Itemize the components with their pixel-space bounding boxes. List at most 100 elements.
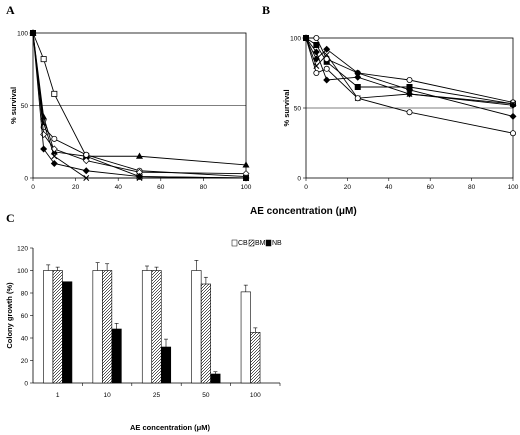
panel-a-x-tick-label: 80	[200, 184, 208, 191]
panel-c-y-tick-label: 60	[21, 313, 29, 320]
panel-c-bar-cb	[141, 270, 153, 384]
panel-c-legend-swatch-nb	[265, 239, 272, 247]
panel-a-series-1-line	[32, 32, 247, 166]
panel-b-y-tick-label: 50	[294, 105, 302, 112]
panel-b-series-5-point	[509, 101, 517, 109]
panel-b-series-5-point	[354, 73, 362, 81]
panel-b-series-4-point	[313, 70, 320, 77]
panel-c-bar-nb	[62, 281, 73, 384]
panel-c-y-tick-label: 0	[24, 380, 28, 387]
panel-b-series-5-point	[312, 48, 320, 56]
panel-c-bar-nb	[111, 328, 122, 384]
panel-a-series-2-point	[51, 135, 58, 142]
panel-a-y-tick-label: 50	[21, 103, 29, 110]
panel-c-bar-bm	[250, 332, 261, 384]
panel-b-series-0-point	[354, 84, 361, 91]
panel-c-y-tick-label: 20	[21, 358, 29, 365]
panel-a-series-0-point	[51, 90, 58, 97]
panel-b-series-5-point	[323, 76, 331, 84]
panel-c-y-tick-label: 100	[17, 268, 28, 275]
panel-c-legend-swatch-bm	[248, 239, 255, 247]
panel-label-b: B	[262, 3, 270, 17]
panel-b-y-tick-label: 100	[290, 35, 301, 42]
panel-a-x-tick-label: 0	[31, 184, 35, 191]
panel-b-x-tick-label: 40	[385, 184, 393, 191]
panel-b-y-tick-label: 0	[297, 175, 301, 182]
panel-b-y-axis-label: % survival	[282, 89, 291, 126]
panel-c-bar-cb	[240, 291, 251, 384]
panel-a-x-tick-label: 40	[115, 184, 123, 191]
panel-c-bar-bm	[200, 283, 211, 384]
panel-c-legend-swatch-cb	[231, 239, 238, 247]
panel-a-series-5-line	[32, 32, 247, 179]
panel-c-y-tick-label: 120	[17, 245, 28, 252]
panel-b-x-tick-label: 0	[304, 184, 308, 191]
panel-b-x-tick-label: 60	[427, 184, 435, 191]
panel-c-x-tick-label: 10	[103, 392, 111, 399]
panel-c-x-tick-label: 1	[56, 392, 60, 399]
panel-b-series-1-point	[313, 35, 320, 42]
panel-b-series-0-point	[313, 42, 320, 49]
panel-a-series-5-point	[50, 160, 58, 167]
panel-c-y-tick-label: 80	[21, 290, 29, 297]
panel-a-series-5-point	[40, 145, 48, 153]
panel-c-x-axis-label: AE concentration (μM)	[130, 423, 211, 432]
panel-c-bar-bm	[151, 270, 162, 384]
panel-c-bar-nb	[160, 346, 172, 384]
panel-a-x-tick-label: 20	[72, 184, 80, 191]
marker-stroke	[323, 51, 330, 58]
panel-c-bar-nb	[210, 373, 221, 384]
panel-a-y-tick-label: 0	[24, 175, 28, 182]
panel-c-x-tick-label: 100	[250, 392, 261, 399]
panel-b-series-1-point	[406, 77, 413, 84]
panel-b-series-2-point	[509, 112, 517, 120]
panel-b-x-tick-label: 80	[468, 184, 476, 191]
panel-b-chart: 0 20 40 60 80 100 0 50 100 % survival	[282, 34, 519, 191]
panel-b-series-2-point	[323, 45, 331, 53]
panel-b-series-4-point	[323, 65, 330, 72]
panel-b-series-5-line	[305, 37, 514, 106]
panel-label-a: A	[6, 3, 15, 17]
panel-c-bar-cb	[191, 270, 202, 384]
marker-stroke	[51, 153, 58, 160]
panel-c-x-tick-label: 25	[153, 392, 161, 399]
panel-label-c: C	[6, 211, 15, 225]
panel-c-bar-bm	[102, 270, 113, 384]
panel-a-series-5-point	[82, 167, 90, 175]
panel-b-x-tick-label: 20	[344, 184, 352, 191]
panel-b-series-4-line	[305, 37, 514, 134]
marker-stroke	[83, 175, 90, 181]
panel-b-series-5-point	[406, 90, 413, 98]
panel-b-series-4-point	[406, 109, 413, 116]
panel-a-series-5-point	[29, 29, 37, 37]
panel-c-y-tick-label: 40	[21, 335, 29, 342]
panel-c-legend-label-cb: CB	[238, 240, 248, 247]
panel-b-series-2-line	[305, 37, 514, 117]
panel-b-x-tick-label: 100	[508, 184, 519, 191]
panel-a-series-4-point	[40, 119, 47, 126]
panel-b-series-5-point	[302, 34, 310, 42]
panel-a-series-4-point	[51, 153, 58, 160]
panel-c-bar-cb	[92, 270, 103, 384]
panel-b-series-4-point	[509, 130, 516, 137]
panel-b-series-3-point	[323, 51, 330, 58]
panel-a-series-4-point	[83, 175, 90, 181]
panel-a-x-tick-label: 60	[157, 184, 165, 191]
panel-a-series-1-point	[242, 161, 250, 168]
panel-c-legend-label-nb: NB	[272, 240, 282, 247]
panel-b-series-4-point	[354, 95, 361, 102]
marker-stroke	[40, 119, 47, 126]
panel-a-series-2-point	[83, 151, 90, 158]
panel-a-y-axis-label: % survival	[9, 87, 18, 124]
panel-c-bar-bm	[52, 270, 63, 384]
panel-c-x-tick-label: 50	[202, 392, 210, 399]
shared-x-axis-label: AE concentration (μM)	[250, 206, 357, 217]
panel-a-series-3-line	[32, 32, 247, 175]
panel-c-bar-cb	[43, 270, 54, 384]
panel-a-series-0-point	[40, 56, 47, 63]
panel-c-y-axis-label: Colony growth (%)	[5, 282, 14, 349]
panel-a-y-tick-label: 100	[17, 30, 28, 37]
panel-c-chart: 0 20 40 60 80 100 120 Colony growth (%) 1 10 25 50 1…	[5, 239, 282, 399]
panel-c-legend-label-bm: BM	[255, 240, 266, 247]
